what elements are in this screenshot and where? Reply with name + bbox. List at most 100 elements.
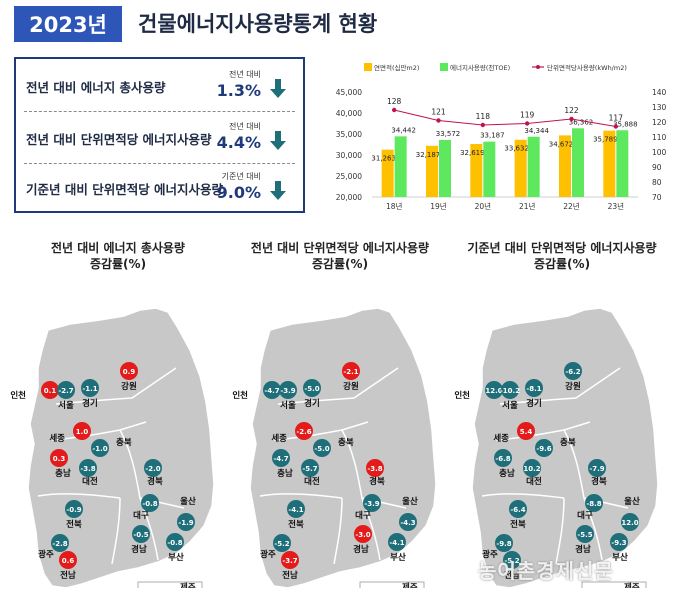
region-value-label: -5.0 [304, 385, 319, 393]
line-data-label: 128 [387, 97, 402, 106]
region-value-label: -4.3 [400, 519, 415, 527]
region-name-label: 인천 [454, 390, 470, 401]
region-value-dot [144, 459, 162, 477]
province-border [259, 493, 343, 499]
summary-label: 전년 대비 단위면적당 에너지사용량 [26, 131, 212, 147]
region-value-label: 1.0 [76, 428, 89, 436]
region-value-dot [576, 525, 594, 543]
y2-tick-label: 80 [652, 178, 662, 187]
x-tick-label: 20년 [475, 201, 492, 211]
y2-tick-label: 120 [652, 118, 667, 127]
region-value-label: -6.2 [565, 368, 580, 376]
region-value-dot [132, 525, 150, 543]
region-name-label: 세종 [271, 433, 287, 444]
legend-label: 에너지사용량(천TOE) [450, 63, 510, 72]
region-value-label: -6.8 [495, 455, 510, 463]
region-value-dot [287, 500, 305, 518]
summary-row-base: 기준년 대비 단위면적당 에너지사용량 기준년 대비 9.0% [26, 163, 293, 213]
region-name-label: 강원 [565, 381, 581, 392]
map-subtitle: 증감률(%) [311, 257, 369, 271]
region-value-label: 0.3 [53, 455, 66, 463]
legend-label: 단위면적당사용량(kWh/m2) [547, 63, 627, 72]
region-value-dot [399, 513, 417, 531]
region-name-label: 충북 [116, 437, 132, 448]
korea-map: 12.0 인천 -10.2 서울 -8.1 경기 -6.2 강원 5.4 세종 -9.6 충북 -6.8… [454, 307, 659, 588]
region-value-dot [65, 500, 83, 518]
region-value-label: -1.9 [178, 519, 193, 527]
region-name-label: 전남 [60, 570, 76, 581]
region-value-dot [301, 459, 319, 477]
region-name-label: 제주 [624, 582, 640, 588]
region-name-label: 대구 [133, 510, 149, 521]
x-tick-label: 19년 [430, 201, 447, 211]
region-value-label: -1.0 [92, 445, 107, 453]
line-data-label: 119 [520, 111, 535, 120]
region-value-label: 5.4 [520, 428, 533, 436]
region-value-dot [354, 525, 372, 543]
region-name-label: 인천 [232, 390, 248, 401]
arrow-down-icon [270, 131, 286, 150]
x-tick-label: 23년 [608, 201, 625, 211]
bar-energy [572, 128, 584, 197]
bar-energy [616, 130, 629, 197]
line-series-unit-usage [394, 109, 616, 127]
arrow-down-icon [270, 79, 286, 98]
region-value-label: -5.2 [274, 540, 289, 548]
region-value-label: -9.3 [611, 539, 626, 547]
legend-marker-swatch [536, 65, 540, 69]
region-value-label: -3.9 [280, 387, 295, 395]
region-value-dot [525, 379, 543, 397]
region-value-label: -5.0 [314, 445, 329, 453]
bar-energy [483, 141, 496, 197]
bar-area [514, 139, 527, 197]
map-subtitle: 증감률(%) [533, 257, 591, 271]
region-name-label: 서울 [502, 400, 518, 411]
summary-compare: 전년 대비 [229, 70, 261, 79]
region-name-label: 전북 [510, 519, 526, 530]
region-value-dot [41, 381, 59, 399]
region-value-dot [503, 551, 521, 569]
region-name-label: 울산 [624, 496, 640, 507]
bar-area [603, 130, 616, 197]
region-value-dot [523, 459, 541, 477]
region-value-label: -3.9 [364, 500, 379, 508]
region-value-dot [535, 439, 553, 457]
region-value-dot [57, 381, 75, 399]
region-value-label: -5.2 [504, 557, 519, 565]
summary-divider [24, 163, 295, 164]
summary-value: 4.4% [216, 133, 261, 152]
region-name-label: 대구 [577, 510, 593, 521]
region-name-label: 부산 [390, 552, 406, 563]
bar-energy [439, 139, 451, 197]
region-value-dot [363, 494, 381, 512]
region-name-label: 제주 [402, 582, 418, 588]
bar-data-label: 35,888 [613, 120, 638, 128]
region-name-label: 서울 [280, 400, 296, 411]
y2-tick-label: 90 [652, 163, 662, 172]
region-name-label: 경남 [353, 544, 369, 555]
korea-map: -4.7 인천 -3.9 서울 -5.0 경기 -2.1 강원 -2.6 세종 -5.0 충북 -4.7… [232, 307, 437, 588]
region-name-label: 전북 [288, 519, 304, 530]
province-border [341, 429, 407, 509]
region-value-dot [610, 533, 628, 551]
region-value-dot [485, 381, 503, 399]
region-value-label: -2.0 [145, 465, 160, 473]
map-title: 전년 대비 단위면적당 에너지사용량 [250, 241, 430, 255]
region-value-dot [585, 494, 603, 512]
region-name-label: 강원 [121, 381, 137, 392]
y2-tick-label: 100 [652, 148, 667, 157]
page-title: 건물에너지사용량통계 현황 [138, 12, 378, 36]
x-tick-label: 21년 [519, 201, 536, 211]
summary-label: 전년 대비 에너지 총사용량 [26, 79, 166, 95]
summary-panel: 전년 대비 에너지 총사용량 전년 대비 1.3% 전년 대비 단위면적당 에너… [14, 57, 305, 213]
region-name-label: 세종 [49, 433, 65, 444]
region-name-label: 경기 [82, 398, 98, 409]
province-border [55, 367, 177, 405]
map-title: 전년 대비 에너지 총사용량 [51, 241, 185, 255]
region-value-label: -2.7 [58, 387, 73, 395]
province-border [481, 493, 565, 499]
map-title: 기준년 대비 단위면적당 에너지사용량 [467, 241, 657, 255]
region-value-dot [621, 513, 639, 531]
region-value-label: -4.7 [273, 455, 288, 463]
korea-mainland-shape [249, 307, 437, 588]
